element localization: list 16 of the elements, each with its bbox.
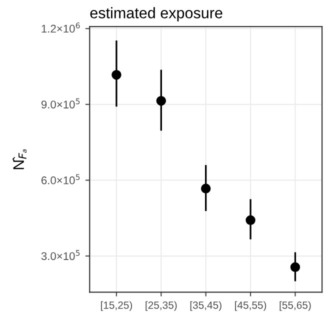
point xyxy=(246,215,256,225)
x-tick-label: [25,35) xyxy=(146,301,177,311)
x-tick-label: [35,45) xyxy=(190,301,222,311)
x-tick-label: [15,25) xyxy=(100,301,132,311)
point xyxy=(290,262,300,272)
y-tick-label: 3.0×10$^{5}$ xyxy=(41,250,80,260)
point xyxy=(156,96,166,106)
chart-title: estimated exposure xyxy=(90,7,222,22)
point xyxy=(200,184,211,194)
point xyxy=(112,70,122,80)
y-tick-label: 9.0×10$^{5}$ xyxy=(41,98,80,108)
y-tick-label: 1.2×10$^{6}$ xyxy=(42,22,80,33)
y-tick-label: 6.0×10$^{5}$ xyxy=(42,174,80,184)
y-axis-title: N̂$_{Fₐ}$ xyxy=(12,149,26,170)
x-tick-label: [45,55) xyxy=(235,301,266,311)
x-tick-label: [55,65) xyxy=(280,301,311,311)
